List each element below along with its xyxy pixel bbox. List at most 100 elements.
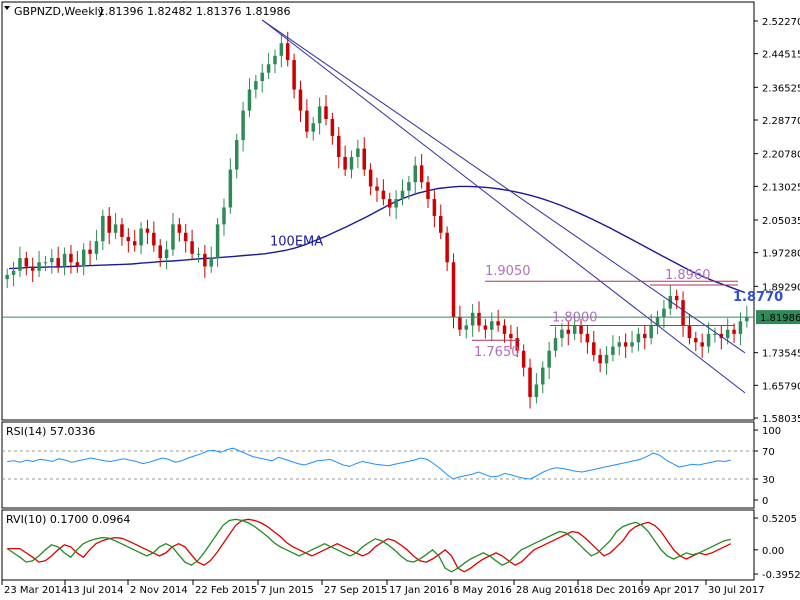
rvi-panel-border xyxy=(1,509,755,581)
candle-body xyxy=(732,329,736,334)
candle-body xyxy=(496,321,500,326)
candle-body xyxy=(477,312,481,326)
candle-body xyxy=(623,342,628,347)
candle-body xyxy=(426,182,430,200)
rvi-panel[interactable]: RVI(10) 0.1700 0.0964 0.5205 0.00 -0.3952 xyxy=(1,509,800,581)
price-tick-label: 2.20780 xyxy=(762,150,800,161)
candle-body xyxy=(273,55,277,65)
candle-body xyxy=(706,333,711,347)
candle-body xyxy=(604,354,609,364)
dropdown-arrow-icon[interactable] xyxy=(4,6,10,10)
candle-body xyxy=(502,325,507,334)
candle-body xyxy=(687,325,692,339)
level-label: 1.9050 xyxy=(485,264,531,279)
candle-body xyxy=(56,258,60,267)
candle-body xyxy=(88,249,92,254)
candle-body xyxy=(534,384,539,398)
price-tick-label: 1.97280 xyxy=(762,249,800,260)
price-tick-label: 2.44515 xyxy=(762,50,800,61)
candle-body xyxy=(171,224,175,250)
candle-body xyxy=(738,321,743,334)
candle-body xyxy=(260,72,264,82)
candlesticks[interactable] xyxy=(5,31,749,409)
candle-body xyxy=(247,89,252,111)
level-label: 1.7650 xyxy=(474,345,520,360)
candle-body xyxy=(381,190,386,200)
candle-body xyxy=(145,228,150,233)
candle-body xyxy=(662,308,666,318)
candle-body xyxy=(451,262,456,318)
candle-body xyxy=(343,156,347,170)
ema-100-line xyxy=(9,185,746,294)
candle-body xyxy=(541,367,545,385)
rsi-panel-border xyxy=(1,421,755,509)
rvi-main-line xyxy=(6,518,731,573)
price-tick-label: 2.05035 xyxy=(762,216,800,227)
support-resistance-lines[interactable]: 1.9050 1.8960 1.8000 1.7650 1.8770 xyxy=(2,19,783,394)
candle-body xyxy=(24,258,29,267)
candle-body xyxy=(62,253,67,267)
price-tick-label: 2.13025 xyxy=(762,182,800,193)
trendline-lower xyxy=(261,19,746,394)
candle-body xyxy=(43,262,48,264)
price-panel[interactable]: 1.9050 1.8960 1.8000 1.7650 1.8770 GBPNZD,We… xyxy=(1,1,800,425)
ohlc-readout: 1.81396 1.82482 1.81376 1.81986 xyxy=(98,5,290,18)
time-tick-label: 27 Sep 2015 xyxy=(324,585,387,596)
candle-body xyxy=(528,367,532,398)
candle-body xyxy=(745,317,749,322)
candle-body xyxy=(349,156,354,170)
candle-body xyxy=(509,333,513,339)
rsi-label: RSI(14) 57.0336 xyxy=(6,425,95,438)
time-tick-label: 17 Jan 2016 xyxy=(389,585,449,596)
rvi-tick-label: 0.5205 xyxy=(762,514,797,525)
rsi-axis: 100 70 30 0 xyxy=(754,426,781,507)
candle-body xyxy=(553,338,558,351)
rvi-tick-label: 0.00 xyxy=(762,546,784,557)
rsi-panel[interactable]: RSI(14) 57.0336 100 70 30 0 xyxy=(1,421,781,509)
rvi-axis: 0.5205 0.00 -0.3952 xyxy=(754,514,800,581)
candle-body xyxy=(566,329,571,334)
rvi-lines xyxy=(6,518,732,573)
candle-body xyxy=(649,325,653,339)
candle-body xyxy=(375,186,379,191)
candle-body xyxy=(101,215,105,242)
time-tick-label: 23 Mar 2014 xyxy=(4,585,67,596)
price-tag-bg xyxy=(756,310,800,325)
candle-body xyxy=(387,199,392,208)
candle-body xyxy=(5,274,9,280)
candle-body xyxy=(483,325,488,330)
candle-body xyxy=(439,215,443,233)
current-price-tag: 1.81986 xyxy=(756,310,800,325)
candle-body xyxy=(694,338,698,343)
candle-body xyxy=(305,110,309,132)
candle-body xyxy=(292,60,296,90)
candle-body xyxy=(598,354,602,364)
candle-body xyxy=(725,329,730,339)
rvi-tick-label: -0.3952 xyxy=(762,570,800,581)
candle-body xyxy=(592,342,596,355)
candle-body xyxy=(324,106,328,120)
candle-body xyxy=(298,89,303,111)
candle-body xyxy=(158,245,162,259)
rsi-series-line xyxy=(7,447,731,480)
candle-body xyxy=(394,199,398,208)
rsi-levels xyxy=(2,450,754,480)
candle-body xyxy=(643,333,647,339)
candle-body xyxy=(400,190,405,200)
candle-body xyxy=(585,333,590,343)
price-tick-label: 1.65790 xyxy=(762,381,800,392)
rsi-tick-label: 100 xyxy=(762,426,781,437)
candle-body xyxy=(458,317,462,330)
candle-body xyxy=(700,342,704,347)
candle-body xyxy=(368,169,373,187)
candle-body xyxy=(317,106,322,124)
candle-body xyxy=(241,110,245,141)
candle-body xyxy=(636,333,641,343)
candle-body xyxy=(547,350,551,368)
candle-body xyxy=(132,241,137,246)
time-tick-label: 18 Dec 2016 xyxy=(580,585,644,596)
candle-body xyxy=(215,224,220,259)
time-tick-label: 2 Nov 2014 xyxy=(130,585,188,596)
